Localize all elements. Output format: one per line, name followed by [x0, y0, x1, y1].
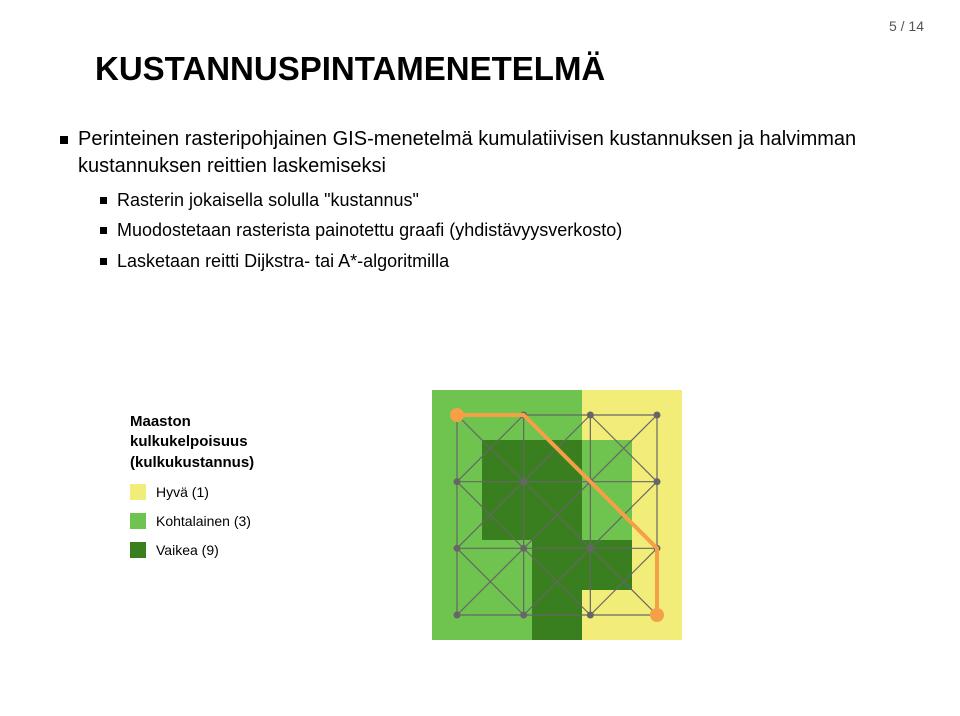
raster-diagram	[432, 390, 682, 645]
bullet-text: Muodostetaan rasterista painotettu graaf…	[117, 218, 622, 242]
legend-label: Hyvä (1)	[156, 483, 209, 502]
bullet-text: Lasketaan reitti Dijkstra- tai A*-algori…	[117, 249, 449, 273]
bullet-level1: Perinteinen rasteripohjainen GIS-menetel…	[60, 126, 860, 180]
legend-swatch	[130, 513, 146, 529]
bullet-text: Perinteinen rasteripohjainen GIS-menetel…	[78, 126, 860, 180]
bullet-level2: Rasterin jokaisella solulla "kustannus"	[100, 188, 860, 212]
bullet-marker	[100, 227, 107, 234]
legend-item: Kohtalainen (3)	[130, 512, 254, 531]
legend-title: Maaston kulkukelpoisuus (kulkukustannus)	[130, 412, 254, 473]
bullet-marker	[100, 258, 107, 265]
legend-label: Vaikea (9)	[156, 541, 219, 560]
legend-swatch	[130, 484, 146, 500]
legend-swatch	[130, 542, 146, 558]
bullet-level2: Muodostetaan rasterista painotettu graaf…	[100, 218, 860, 242]
legend-item: Vaikea (9)	[130, 541, 254, 560]
legend-label: Kohtalainen (3)	[156, 512, 251, 531]
bullet-marker	[100, 197, 107, 204]
bullet-list: Perinteinen rasteripohjainen GIS-menetel…	[60, 126, 860, 279]
slide-title: KUSTANNUSPINTAMENETELMÄ	[95, 50, 605, 88]
legend-item: Hyvä (1)	[130, 483, 254, 502]
bullet-level2: Lasketaan reitti Dijkstra- tai A*-algori…	[100, 249, 860, 273]
legend: Maaston kulkukelpoisuus (kulkukustannus)…	[130, 412, 254, 569]
bullet-text: Rasterin jokaisella solulla "kustannus"	[117, 188, 419, 212]
page-number: 5 / 14	[889, 18, 924, 34]
bullet-marker	[60, 136, 68, 144]
